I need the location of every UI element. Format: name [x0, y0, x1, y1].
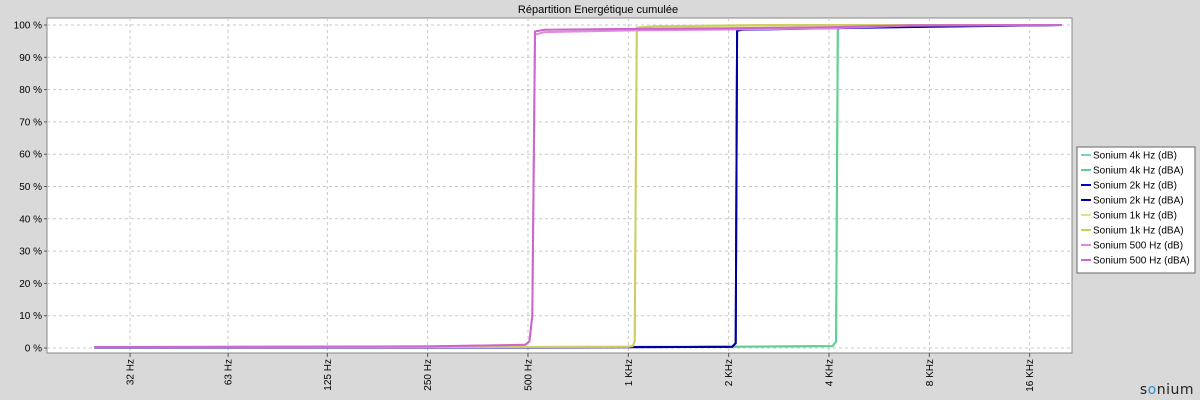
y-tick-label: 80 % [19, 85, 42, 96]
y-axis-ticks: 0 % 10 % 20 % 30 % 40 % 50 % 60 % 70 % 80 % 90 % 1… [14, 21, 47, 355]
x-tick-label: 16 KHz [1025, 359, 1036, 392]
x-tick-label: 1 KHz [624, 359, 635, 386]
chart-title: Répartition Energétique cumulée [518, 4, 678, 16]
plot-area [46, 17, 1073, 354]
series-line-5 [94, 24, 1062, 348]
x-tick-label: 4 KHz [825, 359, 836, 386]
legend-label: Sonium 2k Hz (dB) [1093, 181, 1177, 192]
series-lines [94, 24, 1063, 349]
y-tick-label: 30 % [19, 247, 42, 258]
x-axis-ticks: 32 Hz 63 Hz 125 Hz 250 Hz 500 Hz 1 KHz 2 KHz 4 … [126, 353, 1036, 392]
x-tick-label: 500 Hz [523, 359, 534, 391]
x-tick-label: 32 Hz [126, 359, 137, 385]
y-tick-label: 100 % [14, 21, 42, 32]
grid [47, 18, 1072, 353]
y-tick-label: 70 % [19, 117, 42, 128]
y-tick-label: 60 % [19, 150, 42, 161]
x-tick-label: 250 Hz [423, 359, 434, 391]
legend-label: Sonium 500 Hz (dBA) [1093, 256, 1190, 267]
y-tick-label: 0 % [25, 344, 42, 355]
x-tick-label: 125 Hz [323, 359, 334, 391]
x-tick-label: 2 KHz [724, 359, 735, 386]
legend-label: Sonium 4k Hz (dBA) [1093, 166, 1184, 177]
legend-box [1076, 146, 1196, 274]
series-line-7 [94, 24, 1063, 348]
legend: Sonium 4k Hz (dB) Sonium 4k Hz (dBA) Soniu… [1076, 146, 1196, 274]
y-tick-label: 20 % [19, 279, 42, 290]
y-tick-label: 10 % [19, 311, 42, 322]
legend-label: Sonium 4k Hz (dB) [1093, 151, 1177, 162]
y-tick-label: 50 % [19, 182, 42, 193]
x-tick-label: 8 KHz [925, 359, 936, 386]
x-tick-label: 63 Hz [224, 359, 235, 385]
sonium-logo: sonium [1139, 382, 1194, 398]
legend-label: Sonium 2k Hz (dBA) [1093, 196, 1184, 207]
legend-label: Sonium 1k Hz (dBA) [1093, 226, 1184, 237]
y-tick-label: 90 % [19, 53, 42, 64]
legend-label: Sonium 500 Hz (dB) [1093, 241, 1183, 252]
legend-label: Sonium 1k Hz (dB) [1093, 211, 1177, 222]
y-tick-label: 40 % [19, 214, 42, 225]
